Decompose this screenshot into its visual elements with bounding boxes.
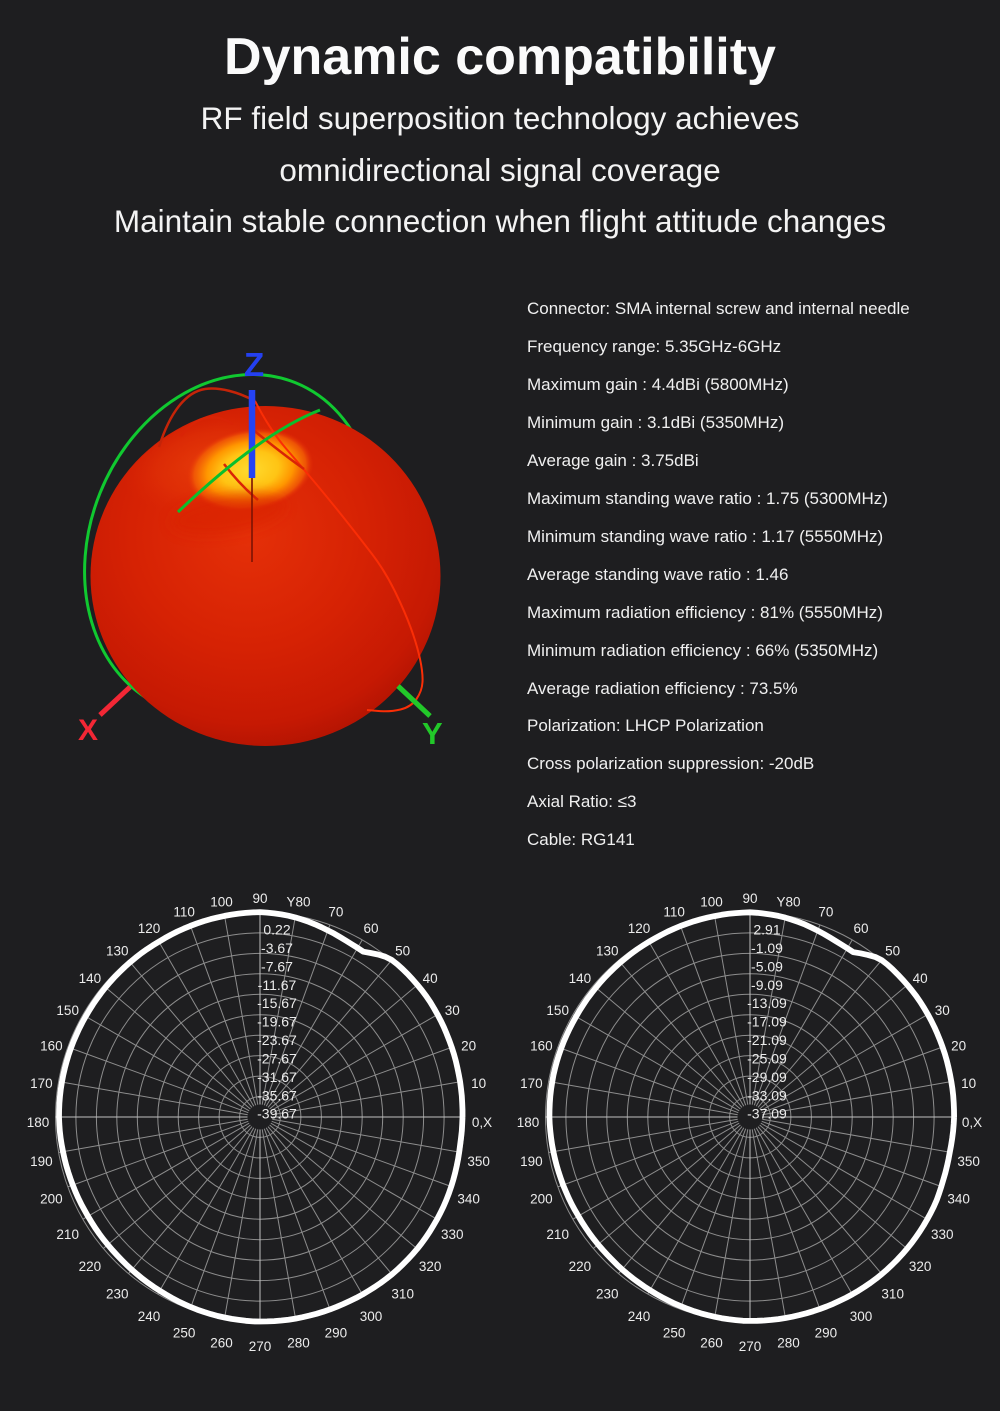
svg-text:-27.67: -27.67 — [257, 1050, 297, 1066]
svg-text:0,X: 0,X — [962, 1115, 982, 1130]
svg-text:-7.67: -7.67 — [261, 958, 293, 974]
svg-text:140: 140 — [569, 971, 592, 986]
svg-text:90: 90 — [252, 891, 267, 906]
svg-text:-9.09: -9.09 — [751, 977, 783, 993]
svg-text:210: 210 — [546, 1227, 569, 1242]
svg-text:120: 120 — [628, 921, 651, 936]
svg-text:-1.09: -1.09 — [751, 940, 783, 956]
svg-text:230: 230 — [106, 1287, 129, 1302]
svg-text:350: 350 — [957, 1154, 980, 1169]
svg-text:350: 350 — [467, 1154, 490, 1169]
svg-text:290: 290 — [815, 1326, 838, 1341]
svg-text:130: 130 — [106, 943, 129, 958]
svg-text:330: 330 — [441, 1227, 464, 1242]
svg-text:10: 10 — [961, 1076, 976, 1091]
svg-text:-31.67: -31.67 — [257, 1069, 297, 1085]
svg-text:260: 260 — [700, 1336, 723, 1351]
svg-text:300: 300 — [850, 1309, 873, 1324]
svg-text:110: 110 — [173, 905, 195, 920]
svg-text:190: 190 — [520, 1154, 543, 1169]
svg-text:340: 340 — [457, 1192, 480, 1207]
svg-text:240: 240 — [138, 1309, 161, 1324]
svg-text:70: 70 — [328, 905, 343, 920]
svg-text:40: 40 — [913, 971, 928, 986]
svg-text:20: 20 — [951, 1038, 966, 1053]
svg-text:150: 150 — [56, 1003, 79, 1018]
svg-text:160: 160 — [40, 1038, 63, 1053]
svg-text:200: 200 — [530, 1192, 553, 1207]
svg-text:2.91: 2.91 — [753, 922, 780, 938]
svg-text:160: 160 — [530, 1038, 553, 1053]
svg-text:210: 210 — [56, 1227, 79, 1242]
svg-text:300: 300 — [360, 1309, 383, 1324]
svg-text:-13.09: -13.09 — [747, 995, 787, 1011]
svg-text:60: 60 — [853, 921, 868, 936]
svg-text:330: 330 — [931, 1227, 954, 1242]
svg-text:60: 60 — [363, 921, 378, 936]
svg-text:Y: Y — [422, 716, 443, 751]
svg-text:-33.09: -33.09 — [747, 1087, 787, 1103]
svg-text:-3.67: -3.67 — [261, 940, 293, 956]
svg-text:50: 50 — [395, 943, 410, 958]
svg-text:310: 310 — [391, 1287, 414, 1302]
svg-text:120: 120 — [138, 921, 161, 936]
svg-text:90: 90 — [742, 891, 757, 906]
svg-text:250: 250 — [663, 1326, 686, 1341]
svg-text:-23.67: -23.67 — [257, 1032, 297, 1048]
svg-text:270: 270 — [739, 1339, 762, 1354]
svg-text:0,X: 0,X — [472, 1115, 492, 1130]
svg-text:20: 20 — [461, 1038, 476, 1053]
svg-text:260: 260 — [210, 1336, 233, 1351]
svg-text:130: 130 — [596, 943, 619, 958]
svg-text:50: 50 — [885, 943, 900, 958]
svg-text:170: 170 — [520, 1076, 543, 1091]
svg-text:110: 110 — [663, 905, 685, 920]
svg-text:250: 250 — [173, 1326, 196, 1341]
svg-text:220: 220 — [569, 1259, 592, 1274]
svg-text:40: 40 — [423, 971, 438, 986]
svg-text:-21.09: -21.09 — [747, 1032, 787, 1048]
svg-text:-11.67: -11.67 — [258, 977, 297, 993]
svg-text:140: 140 — [79, 971, 102, 986]
svg-text:290: 290 — [325, 1326, 348, 1341]
svg-text:-5.09: -5.09 — [751, 958, 783, 974]
svg-text:-17.09: -17.09 — [747, 1014, 787, 1030]
svg-text:10: 10 — [471, 1076, 486, 1091]
svg-text:200: 200 — [40, 1192, 63, 1207]
svg-text:310: 310 — [881, 1287, 904, 1302]
svg-text:240: 240 — [628, 1309, 651, 1324]
svg-text:190: 190 — [30, 1154, 53, 1169]
svg-text:320: 320 — [419, 1259, 442, 1274]
svg-text:150: 150 — [546, 1003, 569, 1018]
svg-text:30: 30 — [445, 1003, 460, 1018]
svg-text:X: X — [78, 714, 98, 747]
svg-text:280: 280 — [287, 1336, 310, 1351]
svg-text:30: 30 — [935, 1003, 950, 1018]
svg-text:-35.67: -35.67 — [257, 1087, 297, 1103]
svg-text:-39.67: -39.67 — [257, 1106, 297, 1122]
svg-text:-25.09: -25.09 — [747, 1050, 787, 1066]
svg-text:Y80: Y80 — [776, 894, 800, 909]
svg-text:-19.67: -19.67 — [257, 1014, 297, 1030]
svg-text:-29.09: -29.09 — [747, 1069, 787, 1085]
svg-text:180: 180 — [517, 1115, 540, 1130]
svg-text:320: 320 — [909, 1259, 932, 1274]
svg-text:100: 100 — [210, 894, 233, 909]
svg-text:Y80: Y80 — [286, 894, 310, 909]
svg-text:-37.09: -37.09 — [747, 1106, 787, 1122]
svg-text:340: 340 — [947, 1192, 970, 1207]
svg-text:170: 170 — [30, 1076, 53, 1091]
svg-text:100: 100 — [700, 894, 723, 909]
svg-text:-15.67: -15.67 — [257, 995, 297, 1011]
svg-text:Z: Z — [244, 346, 264, 383]
svg-text:220: 220 — [79, 1259, 102, 1274]
svg-text:270: 270 — [249, 1339, 272, 1354]
svg-text:280: 280 — [777, 1336, 800, 1351]
svg-text:0.22: 0.22 — [263, 922, 290, 938]
svg-text:230: 230 — [596, 1287, 619, 1302]
svg-text:70: 70 — [818, 905, 833, 920]
svg-text:180: 180 — [27, 1115, 50, 1130]
